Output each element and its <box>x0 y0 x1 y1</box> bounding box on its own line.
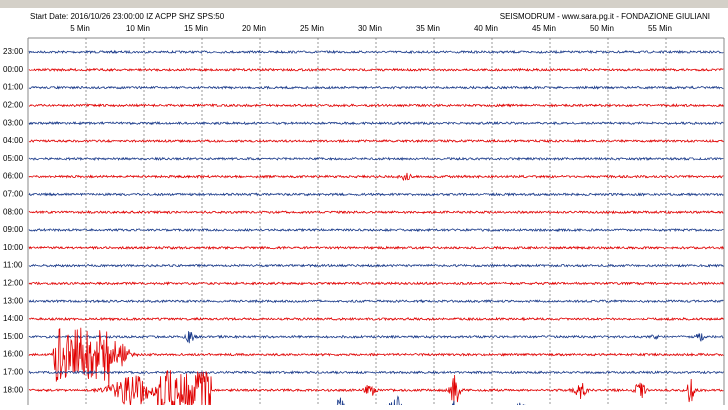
seismic-trace <box>28 67 724 72</box>
hour-label: 11:00 <box>3 261 23 270</box>
hour-label: 07:00 <box>3 190 24 199</box>
header-left: Start Date: 2016/10/26 23:00:00 IZ ACPP … <box>30 12 225 21</box>
plot-background <box>0 8 728 405</box>
minute-label: 15 Min <box>184 24 208 33</box>
hour-label: 01:00 <box>3 83 24 92</box>
minute-label: 50 Min <box>590 24 614 33</box>
seismic-trace <box>28 370 724 375</box>
minute-label: 55 Min <box>648 24 672 33</box>
hour-label: 14:00 <box>3 314 24 323</box>
seismic-trace <box>28 172 724 182</box>
hour-label: 04:00 <box>3 136 24 145</box>
hour-label: 13:00 <box>3 296 24 305</box>
minute-label: 35 Min <box>416 24 440 33</box>
menu-bar <box>0 0 728 8</box>
seismic-trace <box>28 120 724 126</box>
seismic-trace <box>28 299 724 304</box>
seismic-trace <box>28 210 724 215</box>
minute-label: 25 Min <box>300 24 324 33</box>
seismic-trace <box>28 103 724 108</box>
hour-label: 18:00 <box>3 385 24 394</box>
hour-label: 03:00 <box>3 118 24 127</box>
seismic-trace <box>28 192 724 197</box>
hour-label: 23:00 <box>3 47 24 56</box>
seismic-trace <box>28 227 724 233</box>
seismic-trace <box>28 263 724 268</box>
minute-label: 30 Min <box>358 24 382 33</box>
hour-label: 00:00 <box>3 65 24 74</box>
hour-label: 02:00 <box>3 101 24 110</box>
header-right: SEISMODRUM - www.sara.pg.it - FONDAZIONE… <box>500 12 710 21</box>
seismic-trace <box>28 331 724 344</box>
hour-label: 17:00 <box>3 368 24 377</box>
minute-label: 5 Min <box>70 24 90 33</box>
seismic-trace <box>28 281 724 286</box>
seismic-trace <box>28 49 724 55</box>
hour-label: 06:00 <box>3 172 24 181</box>
hour-label: 15:00 <box>3 332 24 341</box>
hour-label: 08:00 <box>3 207 24 216</box>
hour-label: 10:00 <box>3 243 24 252</box>
seismic-trace <box>28 138 724 144</box>
minute-label: 10 Min <box>126 24 150 33</box>
seismic-trace <box>28 85 724 90</box>
seismic-trace <box>28 156 724 162</box>
minute-label: 40 Min <box>474 24 498 33</box>
hour-label: 16:00 <box>3 350 24 359</box>
seismic-trace <box>28 327 724 389</box>
minute-label: 20 Min <box>242 24 266 33</box>
seismic-trace <box>28 316 724 322</box>
hour-label: 12:00 <box>3 279 24 288</box>
hour-label: 09:00 <box>3 225 24 234</box>
seismic-trace <box>28 245 724 251</box>
hour-label: 05:00 <box>3 154 24 163</box>
seismic-trace <box>28 370 724 410</box>
minute-label: 45 Min <box>532 24 556 33</box>
